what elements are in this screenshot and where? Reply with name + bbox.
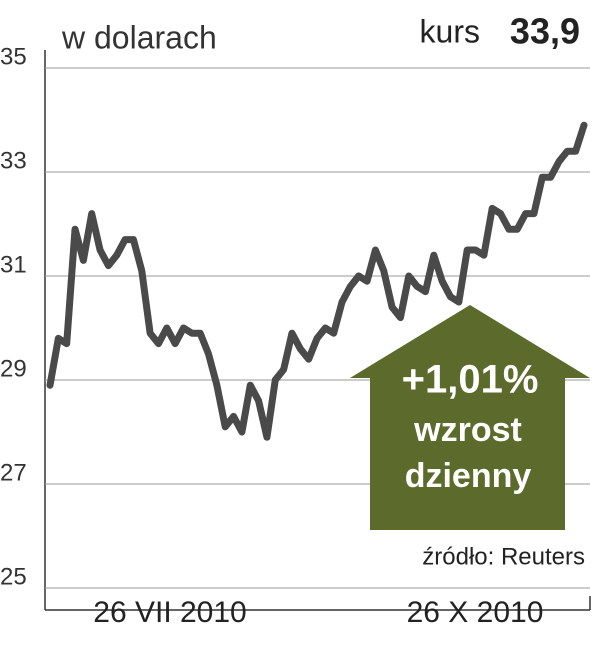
price-line [46, 121, 588, 441]
y-tick-label: 29 [0, 355, 27, 382]
y-tick-label: 33 [0, 147, 27, 174]
y-tick-label: 35 [0, 43, 27, 70]
subtitle: w dolarach [61, 19, 217, 55]
x-tick-label: 26 X 2010 [407, 596, 544, 629]
annotation-line: wzrost [413, 411, 522, 449]
annotation-change: +1,01% [402, 358, 539, 402]
header-label: kurs [420, 13, 480, 49]
y-tick-label: 27 [0, 459, 27, 486]
y-tick-label: 25 [0, 563, 27, 590]
arrow [350, 305, 590, 530]
source: źródło: Reuters [422, 543, 585, 570]
header-value: 33,9 [510, 11, 580, 52]
annotation-line: dzienny [405, 457, 532, 495]
y-tick-label: 31 [0, 251, 27, 278]
x-tick-label: 26 VII 2010 [93, 596, 246, 629]
